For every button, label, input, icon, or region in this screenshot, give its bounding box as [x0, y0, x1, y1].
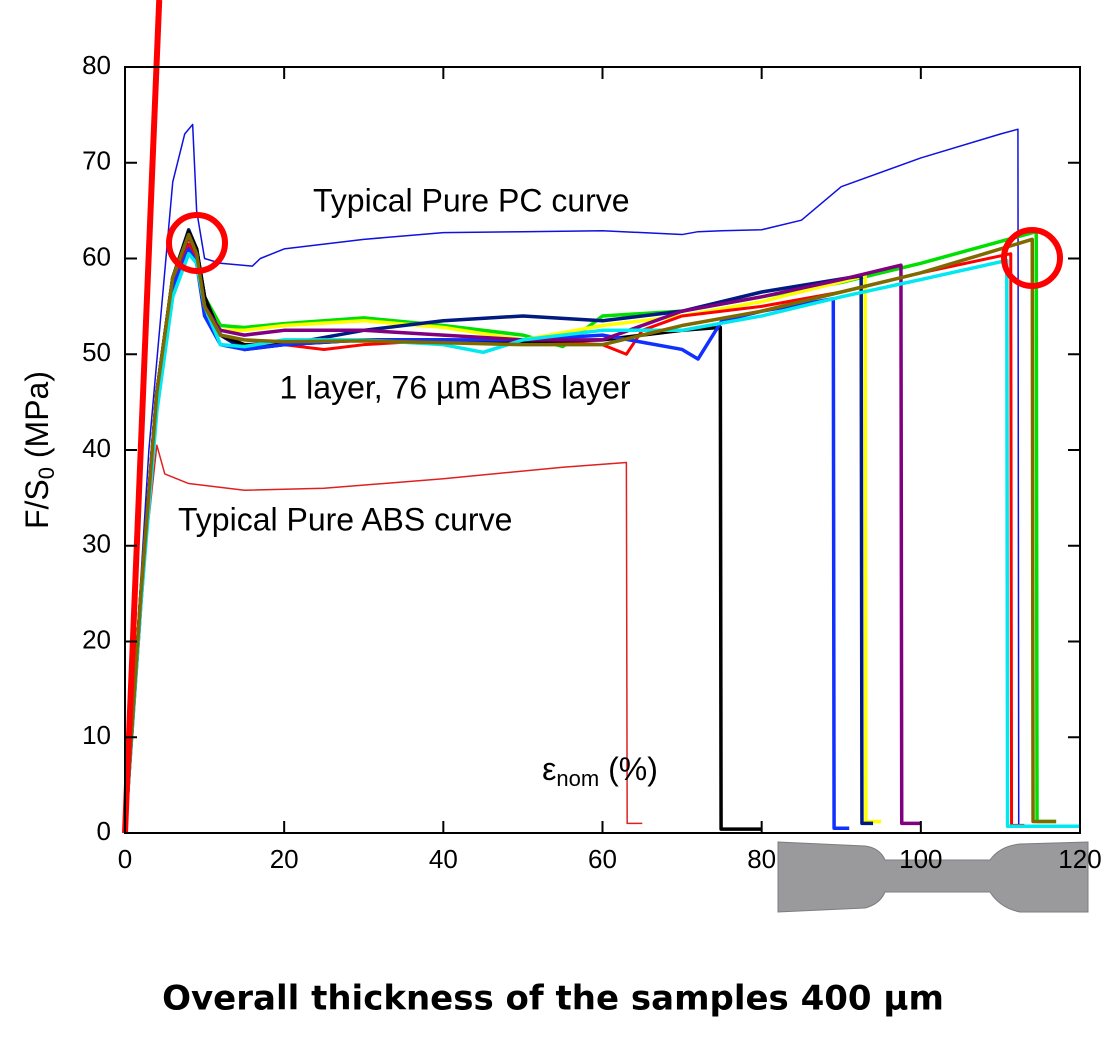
y-tick-label: 10: [82, 720, 111, 750]
axes: 0 20 40 60 80 100 120 0 10 20 30 40 50 60 70 80: [82, 50, 1102, 874]
x-tick-label: 20: [270, 844, 299, 874]
y-label-sub: 0: [34, 467, 59, 479]
x-tick-label: 100: [899, 844, 942, 874]
x-tick-label: 0: [118, 844, 132, 874]
highlight-circle: [1001, 227, 1063, 289]
y-tick-label: 40: [82, 433, 111, 463]
series-line: [124, 123, 1080, 834]
x-label-main: ε: [542, 751, 556, 787]
x-label-rest: (%): [599, 751, 658, 787]
y-tick-label: 80: [82, 50, 111, 80]
annotation: 1 layer, 76 µm ABS layer: [279, 369, 630, 405]
specimen-photo: [775, 835, 1090, 917]
plot-area: [122, 0, 1080, 834]
x-tick-label: 80: [747, 844, 776, 874]
series-line: [124, 444, 643, 834]
annotation: Typical Pure ABS curve: [178, 501, 512, 537]
y-label-rest: (MPa): [19, 371, 55, 467]
highlight-circle: [166, 212, 228, 274]
x-label-sub: nom: [556, 766, 599, 791]
annotation: Typical Pure PC curve: [313, 182, 630, 218]
x-axis-label: εnom (%): [542, 751, 658, 790]
x-tick-label: 60: [588, 844, 617, 874]
y-axis-label: F/S0 (MPa): [19, 371, 58, 529]
y-tick-label: 20: [82, 624, 111, 654]
x-tick-label: 120: [1058, 844, 1101, 874]
y-tick-label: 50: [82, 337, 111, 367]
y-tick-label: 0: [97, 816, 111, 846]
y-tick-label: 30: [82, 529, 111, 559]
y-tick-label: 60: [82, 241, 111, 271]
caption: Overall thickness of the samples 400 µm: [162, 979, 944, 1019]
series-line: [122, 0, 163, 834]
y-tick-label: 70: [82, 146, 111, 176]
y-label-main: F/S: [19, 479, 55, 529]
x-tick-label: 40: [429, 844, 458, 874]
